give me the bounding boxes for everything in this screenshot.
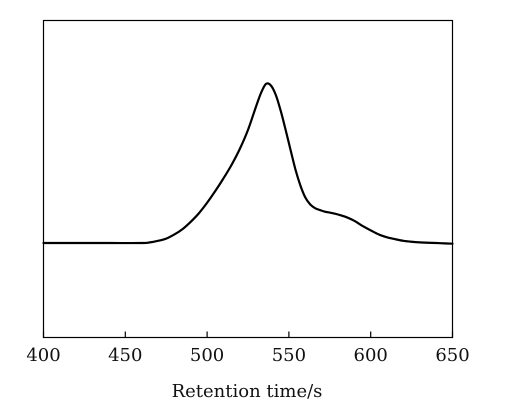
- x-axis-title: Retention time/s: [172, 381, 323, 402]
- x-tick-label: 600: [354, 345, 388, 366]
- x-tick-label: 500: [190, 345, 224, 366]
- plot-frame: [42, 19, 454, 339]
- x-axis-tick-labels: 400 450 500 550 600 650: [26, 345, 469, 366]
- x-tick-label: 400: [26, 345, 60, 366]
- x-tick-label: 550: [272, 345, 306, 366]
- series-line: [42, 82, 454, 245]
- x-axis-ticks: [42, 331, 454, 338]
- x-tick-label: 450: [108, 345, 142, 366]
- x-tick-label: 650: [435, 345, 469, 366]
